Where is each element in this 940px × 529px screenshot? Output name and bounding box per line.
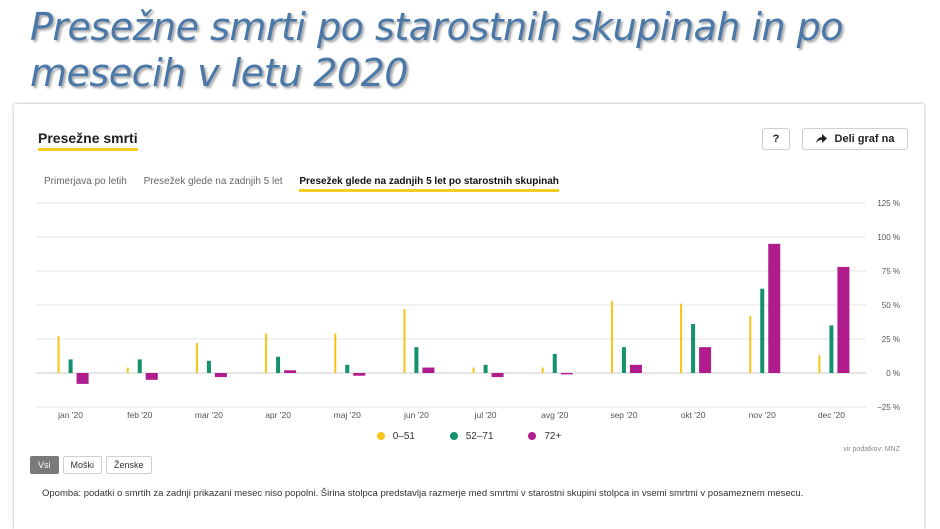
- legend-dot-52-71: [449, 432, 458, 440]
- bar-0-51: [265, 333, 268, 373]
- bar-52-71: [691, 324, 696, 373]
- bar-0-51: [818, 355, 821, 373]
- bar-72+: [284, 370, 297, 373]
- share-button[interactable]: Deli graf na: [802, 128, 908, 150]
- bar-0-51: [610, 300, 613, 373]
- y-tick-label: 100 %: [877, 233, 900, 242]
- legend-dot-0-51: [376, 432, 385, 440]
- bar-72+: [214, 373, 227, 378]
- tab-comparison-by-year[interactable]: Primerjava po letih: [44, 176, 127, 187]
- y-tick-label: 125 %: [877, 199, 900, 208]
- x-tick-label: feb '20: [127, 410, 153, 420]
- x-tick-label: jul '20: [474, 410, 497, 420]
- x-tick-label: apr '20: [265, 410, 291, 420]
- bar-0-51: [472, 367, 475, 373]
- tab-excess-by-age-group[interactable]: Presežek glede na zadnjih 5 let po staro…: [299, 176, 559, 192]
- chart-legend: 0–51 52–71 72+: [14, 431, 924, 442]
- legend-item-52-71[interactable]: 52–71: [449, 431, 494, 442]
- bar-0-51: [334, 333, 337, 373]
- bar-72+: [422, 367, 435, 373]
- bar-0-51: [541, 367, 544, 373]
- bar-52-71: [760, 288, 765, 373]
- y-tick-label: −25 %: [877, 403, 900, 412]
- bar-72+: [837, 266, 850, 373]
- bar-52-71: [483, 364, 488, 373]
- legend-label-52-71: 52–71: [465, 431, 494, 442]
- y-tick-label: 50 %: [882, 301, 900, 310]
- bar-52-71: [206, 360, 211, 373]
- help-button-label: ?: [772, 133, 780, 145]
- bar-72+: [145, 373, 158, 380]
- help-button[interactable]: ?: [762, 128, 790, 150]
- x-tick-label: sep '20: [610, 410, 637, 420]
- bar-72+: [699, 347, 712, 373]
- bar-0-51: [749, 315, 752, 373]
- legend-label-0-51: 0–51: [392, 431, 415, 442]
- bar-52-71: [68, 359, 73, 373]
- x-tick-label: nov '20: [749, 410, 776, 420]
- x-tick-label: jan '20: [57, 410, 83, 420]
- legend-item-0-51[interactable]: 0–51: [376, 431, 415, 442]
- bar-72+: [560, 373, 573, 375]
- x-tick-label: jun '20: [403, 410, 429, 420]
- tab-excess-5-years[interactable]: Presežek glede na zadnjih 5 let: [143, 176, 283, 187]
- share-button-label: Deli graf na: [834, 133, 895, 145]
- share-arrow-icon: [815, 134, 827, 144]
- bar-52-71: [345, 364, 350, 373]
- bar-52-71: [552, 353, 557, 373]
- legend-item-72-plus[interactable]: 72+: [528, 431, 561, 442]
- bar-0-51: [57, 336, 60, 373]
- bar-72+: [629, 364, 642, 373]
- legend-label-72-plus: 72+: [544, 431, 562, 442]
- y-tick-label: 75 %: [882, 267, 900, 276]
- bar-52-71: [276, 356, 281, 373]
- bar-0-51: [403, 309, 406, 373]
- bar-0-51: [195, 343, 198, 373]
- bar-52-71: [137, 359, 142, 373]
- bar-0-51: [126, 367, 129, 373]
- y-tick-label: 0 %: [886, 369, 900, 378]
- filter-all-button[interactable]: Vsi: [30, 456, 59, 474]
- bar-72+: [353, 373, 366, 376]
- bar-52-71: [414, 347, 419, 373]
- chart-note: Opomba: podatki o smrtih za zadnji prika…: [42, 488, 804, 499]
- filter-men-button[interactable]: Moški: [62, 456, 103, 474]
- chart-tabs: Primerjava po letih Presežek glede na za…: [44, 176, 573, 192]
- x-tick-label: mar '20: [195, 410, 223, 420]
- y-tick-label: 25 %: [882, 335, 900, 344]
- excess-deaths-chart: 125 % 100 % 75 % 50 % 25 % 0 % −25 % jan '20 feb…: [36, 199, 900, 420]
- card-title: Presežne smrti: [38, 130, 138, 151]
- bar-52-71: [621, 347, 626, 373]
- filter-women-button[interactable]: Ženske: [106, 456, 152, 474]
- chart-card: Presežne smrti ? Deli graf na Primerjava…: [14, 104, 924, 529]
- bar-72+: [768, 243, 781, 373]
- bar-72+: [76, 373, 89, 384]
- bar-52-71: [829, 325, 834, 373]
- bar-0-51: [680, 303, 683, 373]
- gender-filter: Vsi Moški Ženske: [30, 456, 152, 474]
- x-tick-label: okt '20: [681, 410, 706, 420]
- x-tick-label: dec '20: [818, 410, 845, 420]
- legend-dot-72-plus: [528, 432, 537, 440]
- slide-title: Presežne smrti po starostnih skupinah in…: [30, 5, 844, 95]
- data-source: vir podatkov: MNZ: [843, 446, 900, 453]
- bar-72+: [491, 373, 504, 378]
- x-tick-label: maj '20: [334, 410, 361, 420]
- x-tick-label: avg '20: [541, 410, 568, 420]
